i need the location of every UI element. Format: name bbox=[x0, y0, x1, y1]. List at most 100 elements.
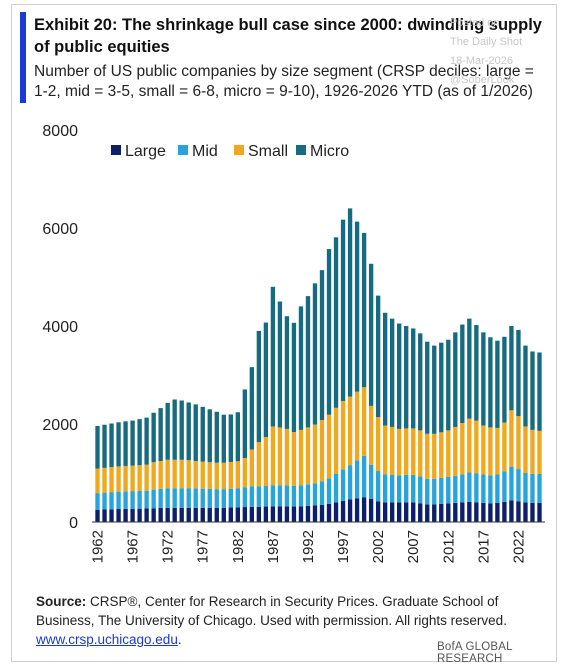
bar-small-1989 bbox=[284, 428, 290, 486]
bar-large-2024 bbox=[530, 502, 535, 522]
bar-large-1963 bbox=[102, 509, 107, 522]
bar-mid-2007 bbox=[411, 474, 416, 503]
bar-mid-2021 bbox=[509, 466, 514, 501]
bar-large-2008 bbox=[418, 503, 423, 522]
bar-large-2006 bbox=[404, 502, 409, 522]
bar-micro-2024 bbox=[530, 351, 535, 430]
bar-mid-2019 bbox=[495, 474, 500, 503]
bar-mid-2005 bbox=[397, 475, 402, 503]
bar-mid-1969 bbox=[144, 490, 149, 509]
bar-small-2009 bbox=[425, 433, 430, 479]
bar-mid-2023 bbox=[523, 473, 528, 503]
bar-mid-1978 bbox=[207, 488, 212, 508]
bar-mid-1967 bbox=[130, 491, 135, 509]
bar-small-2006 bbox=[404, 428, 409, 475]
bar-micro-1962 bbox=[95, 425, 100, 469]
x-tick-label-1977: 1977 bbox=[195, 530, 212, 563]
bar-large-2001 bbox=[368, 498, 374, 522]
bar-large-2023 bbox=[523, 502, 528, 522]
source-link-period: . bbox=[177, 632, 182, 647]
bar-large-1987 bbox=[270, 506, 276, 522]
bar-mid-2015 bbox=[467, 472, 472, 502]
bar-small-2024 bbox=[530, 429, 535, 474]
bar-small-1970 bbox=[151, 462, 156, 490]
bar-mid-2013 bbox=[453, 475, 458, 503]
bar-mid-1975 bbox=[186, 488, 191, 508]
bar-small-1982 bbox=[235, 461, 240, 489]
bar-mid-1971 bbox=[158, 488, 163, 509]
legend-swatch-large bbox=[111, 145, 121, 155]
bar-large-1971 bbox=[158, 508, 163, 522]
bar-large-1992 bbox=[305, 505, 311, 522]
source-text: CRSP®, Center for Research in Security P… bbox=[36, 594, 507, 628]
bar-large-2011 bbox=[439, 503, 444, 522]
bar-small-1986 bbox=[263, 436, 269, 486]
bar-mid-1995 bbox=[326, 478, 332, 504]
bar-micro-1975 bbox=[186, 402, 191, 461]
bar-micro-2021 bbox=[509, 326, 514, 411]
bar-micro-2014 bbox=[460, 324, 465, 424]
bar-micro-1972 bbox=[165, 402, 170, 460]
bar-small-1968 bbox=[137, 465, 142, 491]
bar-micro-2016 bbox=[474, 325, 479, 421]
bar-mid-1993 bbox=[312, 483, 318, 506]
bar-mid-2001 bbox=[368, 464, 374, 499]
bar-micro-1966 bbox=[123, 421, 128, 466]
bar-small-1985 bbox=[256, 442, 262, 487]
bar-large-1993 bbox=[312, 505, 318, 522]
bar-mid-1992 bbox=[305, 484, 311, 506]
legend-label-micro: Micro bbox=[310, 143, 349, 160]
bar-micro-2006 bbox=[404, 326, 409, 429]
x-tick-label-2017: 2017 bbox=[475, 530, 492, 563]
bar-micro-1988 bbox=[277, 301, 283, 428]
bar-small-1992 bbox=[305, 427, 311, 485]
bar-mid-1970 bbox=[151, 489, 156, 509]
bar-large-2019 bbox=[495, 502, 500, 522]
bar-micro-2000 bbox=[361, 232, 367, 388]
bar-small-1963 bbox=[102, 467, 107, 493]
bar-mid-1991 bbox=[298, 485, 304, 507]
bar-large-2012 bbox=[446, 503, 451, 522]
bar-large-2014 bbox=[460, 502, 465, 522]
bar-large-1982 bbox=[235, 507, 240, 522]
bar-micro-1973 bbox=[172, 399, 177, 460]
bar-large-1975 bbox=[186, 507, 191, 522]
bar-small-1977 bbox=[200, 461, 205, 489]
bar-small-1995 bbox=[326, 414, 332, 479]
bar-mid-2009 bbox=[425, 478, 430, 505]
bar-large-1991 bbox=[298, 506, 304, 522]
legend-label-small: Small bbox=[248, 143, 288, 160]
bar-large-1970 bbox=[151, 508, 156, 522]
bar-small-2004 bbox=[389, 426, 395, 475]
bar-large-2021 bbox=[509, 500, 514, 522]
bar-mid-2017 bbox=[481, 474, 486, 503]
bar-large-1966 bbox=[123, 508, 128, 522]
bar-small-1980 bbox=[221, 462, 226, 490]
bar-mid-1986 bbox=[263, 485, 269, 507]
bar-small-2020 bbox=[502, 422, 507, 472]
bar-micro-2015 bbox=[467, 318, 472, 419]
bar-micro-1984 bbox=[249, 367, 255, 450]
bar-mid-2018 bbox=[488, 475, 493, 504]
bar-small-2000 bbox=[361, 387, 367, 456]
bar-small-2011 bbox=[439, 432, 444, 478]
x-tick-label-1962: 1962 bbox=[90, 530, 107, 563]
bar-large-1996 bbox=[333, 502, 339, 522]
source-note: Source: CRSP®, Center for Research in Se… bbox=[36, 592, 541, 649]
bar-small-2015 bbox=[467, 418, 472, 473]
bar-small-1978 bbox=[207, 462, 212, 489]
bar-small-1996 bbox=[333, 407, 339, 474]
bar-micro-2010 bbox=[432, 345, 437, 434]
bar-micro-1969 bbox=[144, 417, 149, 465]
bar-micro-1981 bbox=[228, 414, 233, 462]
bar-large-2004 bbox=[389, 502, 395, 522]
source-link[interactable]: www.crsp.uchicago.edu bbox=[36, 632, 178, 647]
bar-micro-2022 bbox=[516, 329, 521, 417]
bar-mid-1973 bbox=[172, 488, 177, 508]
bar-small-1966 bbox=[123, 465, 128, 492]
bar-mid-1990 bbox=[291, 485, 297, 507]
bar-large-2003 bbox=[382, 502, 388, 522]
bar-large-1989 bbox=[284, 506, 290, 522]
bar-large-1983 bbox=[242, 507, 248, 522]
bar-micro-1965 bbox=[116, 422, 121, 467]
